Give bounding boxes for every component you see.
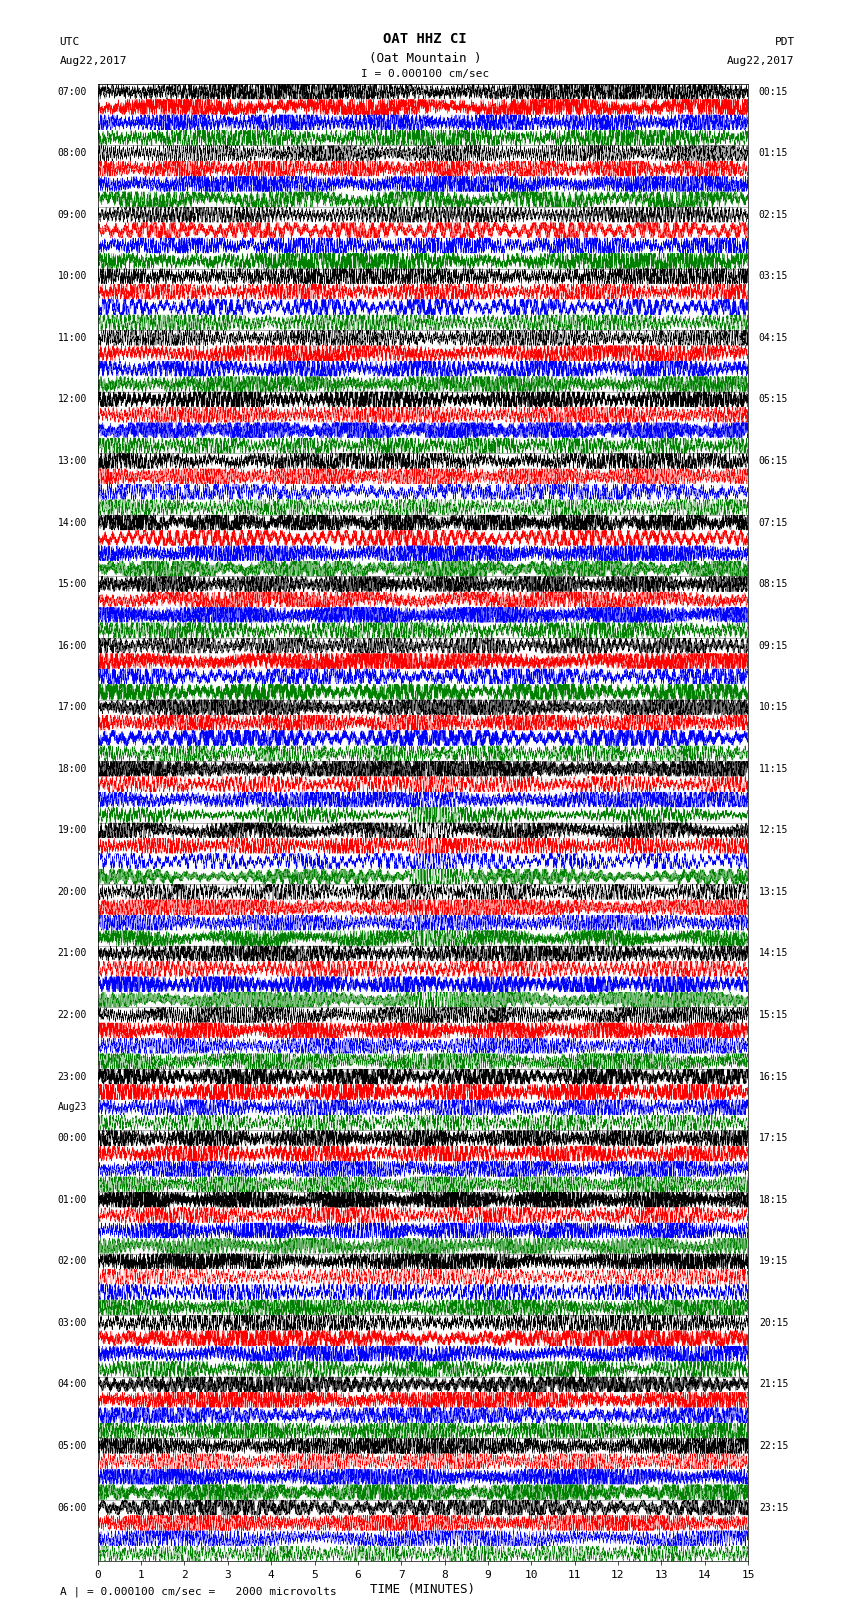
Text: 04:15: 04:15 bbox=[759, 332, 788, 344]
Text: 11:15: 11:15 bbox=[759, 765, 788, 774]
Text: 07:00: 07:00 bbox=[58, 87, 87, 97]
Text: UTC: UTC bbox=[60, 37, 80, 47]
Text: 05:15: 05:15 bbox=[759, 395, 788, 405]
Text: 07:15: 07:15 bbox=[759, 518, 788, 527]
Text: 09:15: 09:15 bbox=[759, 640, 788, 650]
Text: 16:15: 16:15 bbox=[759, 1071, 788, 1082]
Text: 15:00: 15:00 bbox=[58, 579, 87, 589]
Text: 00:00: 00:00 bbox=[58, 1134, 87, 1144]
Text: 02:00: 02:00 bbox=[58, 1257, 87, 1266]
Text: (Oat Mountain ): (Oat Mountain ) bbox=[369, 52, 481, 65]
Text: 12:00: 12:00 bbox=[58, 395, 87, 405]
Text: 11:00: 11:00 bbox=[58, 332, 87, 344]
Text: 02:15: 02:15 bbox=[759, 210, 788, 219]
Text: 06:00: 06:00 bbox=[58, 1503, 87, 1513]
Text: 01:00: 01:00 bbox=[58, 1195, 87, 1205]
Text: 00:15: 00:15 bbox=[759, 87, 788, 97]
Text: 22:00: 22:00 bbox=[58, 1010, 87, 1019]
Text: 20:00: 20:00 bbox=[58, 887, 87, 897]
Text: 23:00: 23:00 bbox=[58, 1071, 87, 1082]
Text: 21:15: 21:15 bbox=[759, 1379, 788, 1389]
Text: 13:15: 13:15 bbox=[759, 887, 788, 897]
Text: 03:00: 03:00 bbox=[58, 1318, 87, 1327]
Text: A | = 0.000100 cm/sec =   2000 microvolts: A | = 0.000100 cm/sec = 2000 microvolts bbox=[60, 1586, 337, 1597]
Text: 15:15: 15:15 bbox=[759, 1010, 788, 1019]
Text: 10:15: 10:15 bbox=[759, 702, 788, 713]
Text: 18:15: 18:15 bbox=[759, 1195, 788, 1205]
Text: 10:00: 10:00 bbox=[58, 271, 87, 281]
Text: 12:15: 12:15 bbox=[759, 826, 788, 836]
Text: OAT HHZ CI: OAT HHZ CI bbox=[383, 32, 467, 47]
Text: 17:15: 17:15 bbox=[759, 1134, 788, 1144]
Text: 08:15: 08:15 bbox=[759, 579, 788, 589]
Text: Aug22,2017: Aug22,2017 bbox=[60, 56, 127, 66]
Text: 23:15: 23:15 bbox=[759, 1503, 788, 1513]
Text: PDT: PDT bbox=[774, 37, 795, 47]
Text: 22:15: 22:15 bbox=[759, 1440, 788, 1452]
Text: 03:15: 03:15 bbox=[759, 271, 788, 281]
Text: 18:00: 18:00 bbox=[58, 765, 87, 774]
Text: 06:15: 06:15 bbox=[759, 456, 788, 466]
Text: 13:00: 13:00 bbox=[58, 456, 87, 466]
Text: 01:15: 01:15 bbox=[759, 148, 788, 158]
Text: 21:00: 21:00 bbox=[58, 948, 87, 958]
Text: 20:15: 20:15 bbox=[759, 1318, 788, 1327]
Text: Aug22,2017: Aug22,2017 bbox=[728, 56, 795, 66]
Text: 19:15: 19:15 bbox=[759, 1257, 788, 1266]
Text: 16:00: 16:00 bbox=[58, 640, 87, 650]
Text: 19:00: 19:00 bbox=[58, 826, 87, 836]
Text: 17:00: 17:00 bbox=[58, 702, 87, 713]
Text: I = 0.000100 cm/sec: I = 0.000100 cm/sec bbox=[361, 69, 489, 79]
Text: Aug23: Aug23 bbox=[58, 1102, 87, 1113]
Text: 14:15: 14:15 bbox=[759, 948, 788, 958]
Text: 14:00: 14:00 bbox=[58, 518, 87, 527]
Text: 09:00: 09:00 bbox=[58, 210, 87, 219]
Text: 04:00: 04:00 bbox=[58, 1379, 87, 1389]
Text: 05:00: 05:00 bbox=[58, 1440, 87, 1452]
Text: 08:00: 08:00 bbox=[58, 148, 87, 158]
X-axis label: TIME (MINUTES): TIME (MINUTES) bbox=[371, 1584, 475, 1597]
